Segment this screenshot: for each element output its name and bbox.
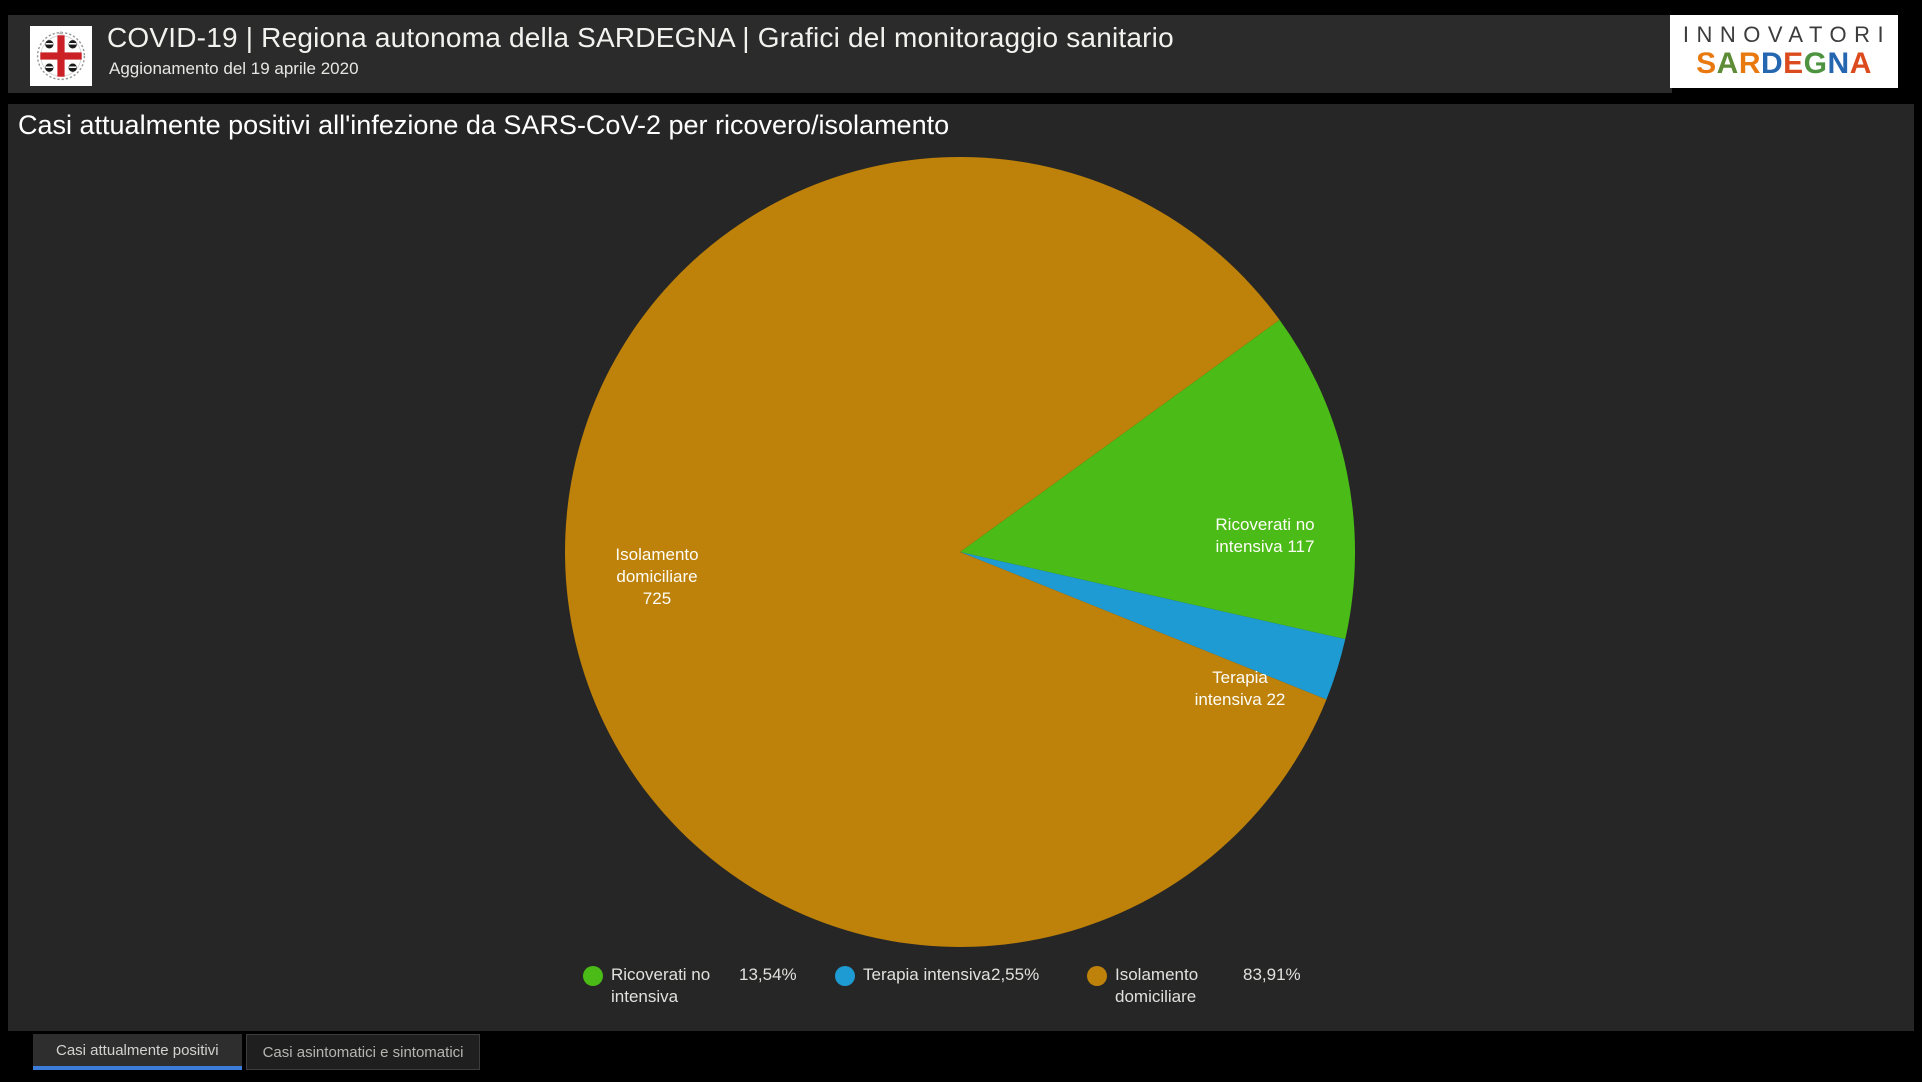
brand-wordmark: SARDEGNA [1670,48,1898,80]
page-title: COVID-19 | Regiona autonoma della SARDEG… [107,22,1174,53]
tab-bar: Casi attualmente positivi Casi asintomat… [33,1034,481,1070]
legend-item-isolamento-domiciliare[interactable]: Isolamento domiciliare 83,91% [1087,964,1339,1008]
tab-casi-attualmente-positivi[interactable]: Casi attualmente positivi [33,1034,242,1070]
legend-marker-icon [1087,966,1107,986]
brand-line1: INNOVATORI [1682,22,1892,47]
brand-letter: E [1783,47,1804,80]
pie-slice-isolamento-domiciliare[interactable] [565,157,1327,947]
chart-legend: Ricoverati no intensiva 13,54% Terapia i… [8,964,1914,1008]
chart-panel: Casi attualmente positivi all'infezione … [8,104,1914,1031]
innovatori-sardegna-logo: INNOVATORI SARDEGNA [1670,15,1898,88]
legend-label: Terapia intensiva [863,965,991,984]
legend-marker-icon [835,966,855,986]
brand-letter: A [1716,47,1739,80]
legend-percent: 13,54% [739,965,797,984]
header-bar [8,15,1672,93]
chart-title: Casi attualmente positivi all'infezione … [18,110,950,140]
legend-marker-icon [583,966,603,986]
brand-letter: R [1738,47,1761,80]
brand-letter: A [1849,47,1872,80]
legend-label: Ricoverati no intensiva [611,965,711,1007]
brand-letter: N [1827,47,1850,80]
update-date-label: Aggionamento del 19 aprile 2020 [109,59,359,78]
brand-letter: D [1760,47,1784,80]
brand-letter: S [1696,47,1717,80]
legend-percent: 2,55% [991,965,1040,984]
pie-slice-terapia-intensiva[interactable] [960,552,1346,700]
legend-label: Isolamento domiciliare [1115,965,1199,1007]
legend-percent: 83,91% [1243,965,1301,984]
sardegna-coat-of-arms-icon [30,26,92,86]
legend-item-terapia-intensiva[interactable]: Terapia intensiva 2,55% [835,964,1087,986]
tab-casi-asintomatici-e-sintomatici[interactable]: Casi asintomatici e sintomatici [245,1034,481,1070]
pie-slice-ricoverati-no-intensiva[interactable] [960,319,1355,640]
pie-chart [565,157,1355,947]
legend-item-ricoverati-no-intensiva[interactable]: Ricoverati no intensiva 13,54% [583,964,835,1008]
brand-letter: G [1803,47,1828,80]
